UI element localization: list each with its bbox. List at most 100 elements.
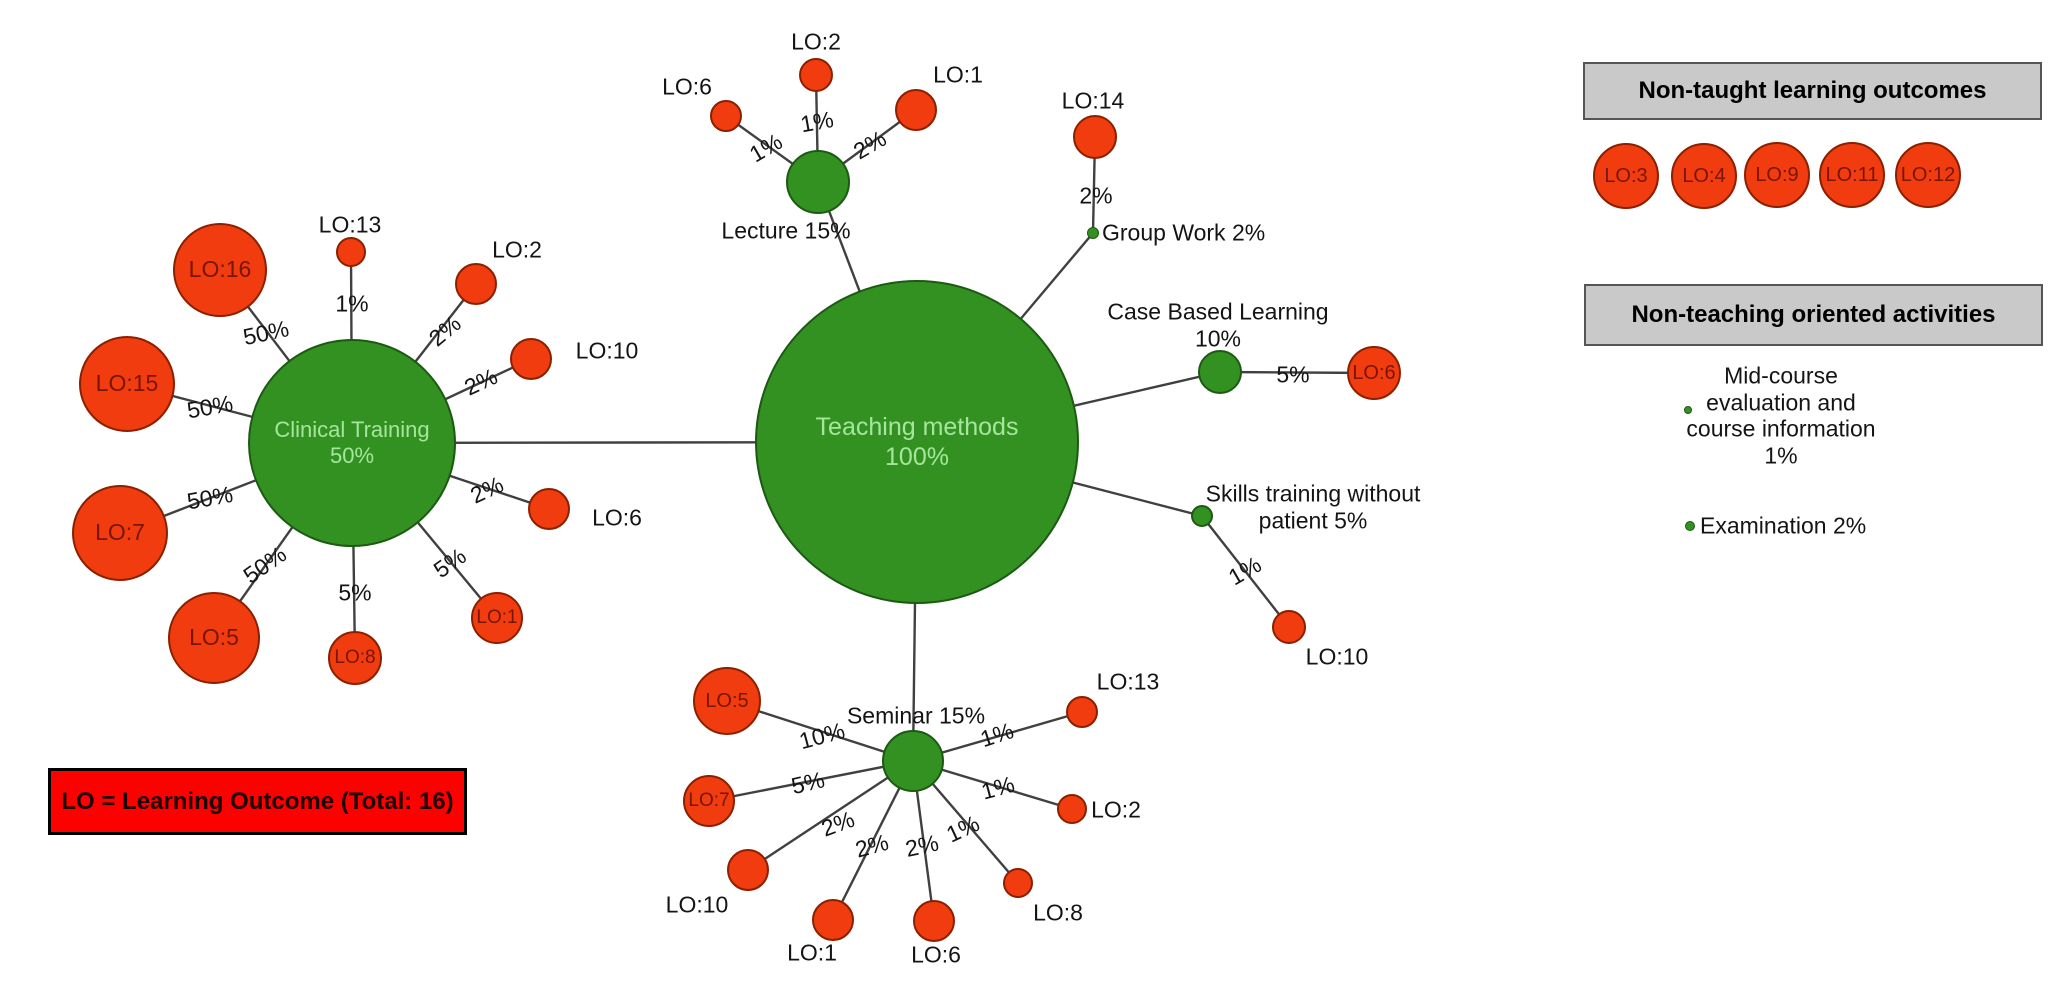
node-skills-training: [1191, 505, 1213, 527]
node-clinical-lo6: [528, 488, 570, 530]
label-seminar-lo8: LO:8: [1033, 899, 1083, 926]
node-label-nontaught-lo9: LO:9: [1755, 164, 1799, 186]
pct-clinical-lo1: 5%: [428, 542, 471, 583]
pct-clinical-lo10: 2%: [460, 362, 502, 401]
pct-skills-lo10: 1%: [1223, 551, 1266, 591]
label-seminar-lo2: LO:2: [1091, 796, 1141, 823]
node-label-clinical-training: Clinical Training 50%: [274, 416, 430, 468]
pct-seminar-lo6: 2%: [902, 829, 941, 862]
non-taught-header: Non-taught learning outcomes: [1583, 62, 2042, 120]
node-label-clinical-lo5: LO:5: [189, 624, 239, 651]
node-clinical-lo15: LO:15: [79, 336, 175, 432]
pct-seminar-lo5: 10%: [796, 717, 848, 755]
node-label-clinical-lo15: LO:15: [95, 370, 159, 397]
edge-skills-lo10: [1201, 515, 1290, 628]
node-clinical-lo5: LO:5: [168, 592, 260, 684]
node-group-work: [1087, 227, 1099, 239]
node-seminar-lo10: [727, 849, 769, 891]
label-groupwork-lo14: LO:14: [1061, 87, 1125, 114]
node-label-clinical-lo7: LO:7: [95, 519, 145, 546]
node-lecture-lo6: [710, 100, 742, 132]
pct-seminar-lo8: 1%: [942, 809, 984, 848]
node-seminar-lo8: [1003, 868, 1033, 898]
node-label-clinical-lo16: LO:16: [188, 256, 252, 283]
pct-lecture-lo2: 1%: [798, 105, 836, 138]
pct-clinical-lo8: 5%: [338, 579, 372, 606]
label-skills-lo10: LO:10: [1305, 643, 1369, 670]
pct-seminar-lo2: 1%: [978, 770, 1018, 805]
node-label-seminar-lo7: LO:7: [688, 789, 730, 811]
label-lecture-lo6: LO:6: [662, 73, 712, 100]
node-nontaught-lo3: LO:3: [1593, 143, 1659, 209]
node-clinical-lo8: LO:8: [328, 631, 382, 685]
pct-clinical-lo6: 2%: [466, 470, 508, 509]
edge-seminar-lo10: [747, 759, 914, 872]
label-seminar-lo13: LO:13: [1096, 668, 1160, 695]
node-seminar: [882, 730, 944, 792]
label-lecture-lo1: LO:1: [933, 61, 983, 88]
pct-clinical-lo15: 50%: [185, 389, 235, 424]
pct-groupwork-lo14: 2%: [1079, 182, 1113, 209]
pct-clinical-lo2: 2%: [423, 310, 466, 352]
pct-cbl-lo6: 5%: [1276, 361, 1310, 388]
node-seminar-lo1: [812, 899, 854, 941]
pct-clinical-lo7: 50%: [185, 480, 235, 515]
label-mid-course: Mid-course evaluation and course informati…: [1686, 362, 1876, 469]
pct-lecture-lo6: 1%: [744, 128, 787, 168]
pct-clinical-lo5: 50%: [238, 540, 292, 589]
node-case-based-learning: [1198, 350, 1242, 394]
label-skills-training: Skills training without patient 5%: [1205, 480, 1421, 533]
node-clinical-lo16: LO:16: [173, 223, 267, 317]
node-clinical-lo7: LO:7: [72, 485, 168, 581]
node-clinical-lo1: LO:1: [471, 592, 523, 644]
node-clinical-lo10: [510, 338, 552, 380]
label-lecture-lo2: LO:2: [791, 28, 841, 55]
label-examination: Examination 2%: [1700, 512, 1867, 539]
node-label-seminar-lo5: LO:5: [705, 690, 749, 712]
node-label-nontaught-lo3: LO:3: [1604, 165, 1648, 187]
node-label-clinical-lo8: LO:8: [334, 646, 376, 668]
node-teaching-methods: Teaching methods 100%: [755, 280, 1079, 604]
label-case-based-learning: Case Based Learning 10%: [1107, 298, 1329, 351]
node-label-nontaught-lo11: LO:11: [1825, 164, 1879, 186]
node-seminar-lo2: [1057, 794, 1087, 824]
node-cbl-lo6: LO:6: [1347, 346, 1401, 400]
lo-legend-box: LO = Learning Outcome (Total: 16): [48, 768, 467, 835]
node-skills-lo10: [1272, 610, 1306, 644]
node-nontaught-lo12: LO:12: [1895, 142, 1961, 208]
pct-lecture-lo1: 2%: [848, 125, 891, 165]
node-seminar-lo13: [1066, 696, 1098, 728]
node-lecture-lo2: [799, 58, 833, 92]
node-seminar-lo5: LO:5: [693, 667, 761, 735]
node-label-clinical-lo1: LO:1: [476, 606, 518, 628]
label-clinical-lo13: LO:13: [318, 211, 382, 238]
label-group-work: Group Work 2%: [1102, 219, 1266, 246]
node-clinical-lo2: [455, 263, 497, 305]
node-lecture-lo1: [895, 89, 937, 131]
node-label-nontaught-lo4: LO:4: [1682, 165, 1726, 187]
label-seminar-lo1: LO:1: [787, 939, 837, 966]
node-nontaught-lo11: LO:11: [1819, 142, 1885, 208]
node-label-teaching-methods: Teaching methods 100%: [815, 413, 1019, 471]
node-lecture: [786, 150, 850, 214]
node-nontaught-lo9: LO:9: [1744, 142, 1810, 208]
node-mid-course-dot: [1684, 406, 1692, 414]
label-clinical-lo10: LO:10: [575, 337, 639, 364]
node-label-cbl-lo6: LO:6: [1352, 362, 1396, 384]
edge-seminar-lo7: [708, 759, 914, 803]
label-seminar-lo10: LO:10: [665, 891, 729, 918]
non-teaching-header: Non-teaching oriented activities: [1584, 284, 2043, 346]
node-nontaught-lo4: LO:4: [1671, 143, 1737, 209]
pct-seminar-lo7: 5%: [788, 766, 828, 800]
label-clinical-lo2: LO:2: [492, 236, 542, 263]
label-seminar-lo6: LO:6: [911, 941, 961, 968]
pct-seminar-lo1: 2%: [852, 828, 892, 863]
label-lecture: Lecture 15%: [721, 217, 851, 244]
node-seminar-lo6: [913, 900, 955, 942]
pct-clinical-lo16: 50%: [240, 315, 292, 351]
node-label-nontaught-lo12: LO:12: [1900, 164, 1956, 186]
label-clinical-lo6: LO:6: [592, 504, 642, 531]
node-clinical-lo13: [336, 237, 366, 267]
